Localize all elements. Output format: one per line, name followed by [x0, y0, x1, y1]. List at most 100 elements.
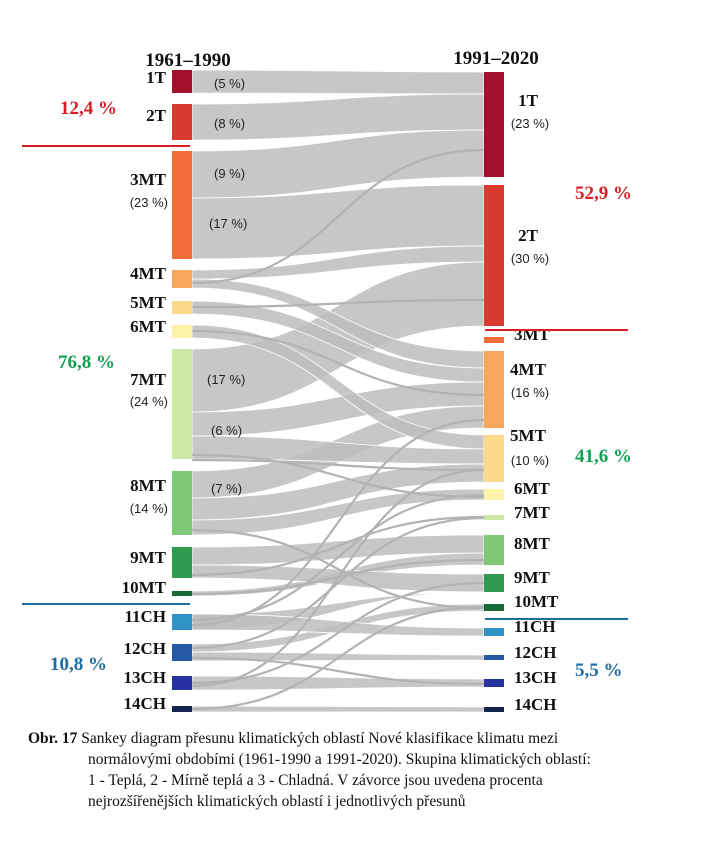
- right-node-7mt: [484, 515, 504, 520]
- sankey-flow-strand: [191, 515, 485, 577]
- sankey-flow: [191, 705, 485, 713]
- left-node-label: 7MT: [130, 370, 167, 389]
- left-node-10mt: [172, 591, 192, 596]
- right-node-4mt: [484, 351, 504, 428]
- right-node-3mt: [484, 337, 504, 343]
- left-node-13ch: [172, 676, 192, 690]
- left-node-label: 1T: [146, 68, 167, 87]
- flow-label: (8 %): [214, 116, 245, 131]
- sankey-flow-strand: [191, 329, 485, 397]
- sankey-flow-strand: [191, 528, 485, 610]
- flow-label: (17 %): [207, 372, 245, 387]
- caption-lead: Obr. 17: [28, 730, 78, 747]
- right-node-2t: [484, 185, 504, 326]
- right-node-14ch: [484, 707, 504, 712]
- left-node-6mt: [172, 325, 192, 338]
- left-node-label: 11CH: [124, 607, 166, 626]
- left-node-5mt: [172, 301, 192, 314]
- right-node-share: (30 %): [511, 251, 549, 266]
- right-node-1t: [484, 72, 504, 177]
- left-node-9mt: [172, 547, 192, 578]
- sankey-flow-strand: [191, 148, 485, 285]
- right-cold-percentage: 5,5 %: [575, 660, 623, 681]
- left-node-share: (24 %): [130, 394, 168, 409]
- sankey-flow-strand: [191, 453, 485, 499]
- left-node-8mt: [172, 471, 192, 535]
- caption-line-4: nejrozšířenějších klimatických oblastí i…: [88, 793, 466, 810]
- right-node-label: 5MT: [510, 426, 547, 445]
- left-node-14ch: [172, 706, 192, 712]
- right-node-label: 10MT: [514, 592, 559, 611]
- left-warm-percentage: 12,4 %: [60, 98, 117, 119]
- right-node-9mt: [484, 574, 504, 592]
- right-node-label: 8MT: [514, 534, 551, 553]
- right-node-13ch: [484, 679, 504, 687]
- flow-label: (6 %): [211, 423, 242, 438]
- left-node-11ch: [172, 614, 192, 630]
- left-node-label: 13CH: [124, 668, 167, 687]
- right-node-6mt: [484, 489, 504, 500]
- sankey-flow-strand: [191, 605, 485, 711]
- right-node-10mt: [484, 604, 504, 611]
- right-node-label: 12CH: [514, 643, 557, 662]
- left-node-label: 9MT: [130, 548, 167, 567]
- right-node-5mt: [484, 435, 504, 482]
- left-node-label: 14CH: [124, 694, 167, 713]
- figure-caption: Obr. 17 Sankey diagram přesunu klimatick…: [28, 728, 688, 812]
- left-node-label: 8MT: [130, 476, 167, 495]
- left-node-label: 4MT: [130, 264, 167, 283]
- sankey-flow-strand: [191, 298, 485, 309]
- right-node-label: 13CH: [514, 668, 557, 687]
- flow-label: (17 %): [209, 216, 247, 231]
- right-node-label: 2T: [518, 226, 539, 245]
- right-node-11ch: [484, 628, 504, 636]
- flow-label: (5 %): [214, 76, 245, 91]
- left-node-label: 3MT: [130, 170, 167, 189]
- right-node-label: 9MT: [514, 568, 551, 587]
- caption-line-2: normálovými obdobími (1961-1990 a 1991-2…: [88, 751, 591, 768]
- flow-label: (7 %): [211, 481, 242, 496]
- right-node-label: 11CH: [514, 617, 556, 636]
- left-node-3mt: [172, 151, 192, 259]
- right-warm-percentage: 52,9 %: [575, 183, 632, 204]
- sankey-flow-strand: [191, 516, 485, 650]
- right-mild-percentage: 41,6 %: [575, 446, 632, 467]
- sankey-flow-strand: [191, 458, 485, 472]
- caption-line-3: 1 - Teplá, 2 - Mírně teplá a 3 - Chladná…: [88, 772, 543, 789]
- caption-line-1: Sankey diagram přesunu klimatických obla…: [77, 730, 559, 747]
- flows-layer: [191, 69, 485, 713]
- left-node-2t: [172, 104, 192, 140]
- sankey-flow: [191, 488, 485, 536]
- left-cold-percentage: 10,8 %: [50, 654, 107, 675]
- sankey-flow-strand: [191, 581, 485, 685]
- right-node-label: 6MT: [514, 479, 551, 498]
- left-node-label: 12CH: [124, 639, 167, 658]
- left-node-4mt: [172, 270, 192, 288]
- left-node-7mt: [172, 349, 192, 459]
- right-node-share: (23 %): [511, 116, 549, 131]
- left-node-share: (23 %): [130, 195, 168, 210]
- right-node-label: 1T: [518, 91, 539, 110]
- right-node-label: 3MT: [514, 325, 551, 344]
- right-node-share: (16 %): [511, 385, 549, 400]
- left-node-label: 6MT: [130, 317, 167, 336]
- right-node-label: 14CH: [514, 695, 557, 714]
- left-node-share: (14 %): [130, 501, 168, 516]
- left-node-1t: [172, 70, 192, 93]
- left-node-label: 10MT: [122, 578, 167, 597]
- sankey-flow-strand: [191, 656, 485, 686]
- left-node-label: 5MT: [130, 293, 167, 312]
- left-column-title: 1961–1990: [145, 50, 231, 71]
- right-node-label: 4MT: [510, 360, 547, 379]
- right-node-8mt: [484, 535, 504, 565]
- flow-label: (9 %): [214, 166, 245, 181]
- right-node-label: 7MT: [514, 503, 551, 522]
- right-column-title: 1991–2020: [453, 48, 539, 69]
- right-node-12ch: [484, 655, 504, 660]
- sankey-diagram: 1T 2T 3MT (23 %) 4MT 5MT 6MT 7MT (24 %) 8MT (14 %)…: [22, 48, 632, 714]
- left-node-12ch: [172, 644, 192, 661]
- sankey-flow-strand: [191, 418, 485, 627]
- left-node-label: 2T: [146, 106, 167, 125]
- sankey-flow-strand: [191, 468, 485, 688]
- right-node-share: (10 %): [511, 453, 549, 468]
